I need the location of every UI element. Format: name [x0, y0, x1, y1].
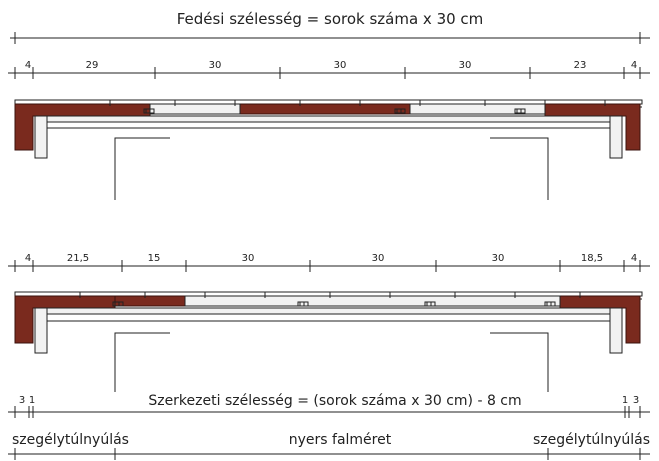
- row2-dim-7: 18,5: [581, 253, 603, 264]
- row1-dim-5: 30: [459, 60, 472, 71]
- row1-dim-4: 30: [334, 60, 347, 71]
- left-dim-3: 3: [19, 395, 25, 406]
- left-dim-1: 1: [29, 395, 35, 406]
- raw-wall-size-label: nyers falméret: [289, 432, 392, 448]
- row2-roof-section: [14, 291, 643, 392]
- row1-dim-6: 23: [574, 60, 587, 71]
- row2-dimension-chain: 4 21,5 15 30 30 30 18,5 4: [8, 253, 650, 272]
- row1-dim-1: 4: [25, 60, 31, 71]
- covering-width-dimension-line: [10, 32, 650, 44]
- row2-dim-2: 21,5: [67, 253, 89, 264]
- right-dim-1: 1: [622, 395, 628, 406]
- bottom-dimension-line: [8, 448, 650, 460]
- row2-dim-6: 30: [492, 253, 505, 264]
- structural-width-title: Szerkezeti szélesség = (sorok száma x 30…: [148, 393, 521, 409]
- row2-dim-3: 15: [148, 253, 161, 264]
- row1-dim-7: 4: [631, 60, 637, 71]
- row1-roof-section: [14, 99, 643, 200]
- row1-dim-2: 29: [86, 60, 99, 71]
- row2-dim-4: 30: [242, 253, 255, 264]
- row2-dim-8: 4: [631, 253, 637, 264]
- right-dim-3: 3: [633, 395, 639, 406]
- right-edge-overhang-label: szegélytúlnyúlás: [533, 432, 650, 448]
- row2-dim-5: 30: [372, 253, 385, 264]
- covering-width-title: Fedési szélesség = sorok száma x 30 cm: [177, 10, 484, 28]
- row2-dim-1: 4: [25, 253, 31, 264]
- row1-dimension-chain: 4 29 30 30 30 23 4: [8, 60, 650, 79]
- left-edge-overhang-label: szegélytúlnyúlás: [12, 432, 129, 448]
- row1-dim-3: 30: [209, 60, 222, 71]
- structural-width-dimension-line: 3 1 1 3: [8, 395, 650, 418]
